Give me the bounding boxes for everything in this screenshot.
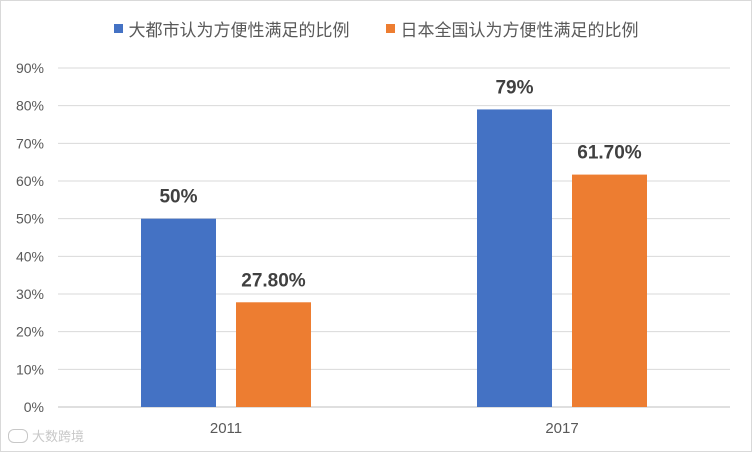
y-tick-label: 20% — [16, 324, 44, 340]
watermark: 大数跨境 — [8, 426, 84, 445]
data-label: 61.70% — [577, 143, 642, 164]
y-tick-label: 30% — [16, 286, 44, 302]
legend: 大都市认为方便性满足的比例 日本全国认为方便性满足的比例 — [0, 16, 752, 41]
watermark-logo-icon — [8, 428, 28, 443]
y-tick-label: 0% — [24, 399, 44, 415]
bar — [141, 218, 216, 407]
legend-item-series-1: 大都市认为方便性满足的比例 — [113, 16, 350, 41]
legend-swatch-series-1 — [113, 24, 123, 33]
legend-item-series-2: 日本全国认为方便性满足的比例 — [385, 16, 639, 41]
bar — [236, 302, 311, 407]
bar — [572, 174, 647, 407]
y-tick-label: 90% — [16, 60, 44, 76]
y-tick-label: 80% — [16, 98, 44, 114]
watermark-text: 大数跨境 — [32, 429, 85, 444]
data-label: 79% — [495, 77, 533, 98]
legend-swatch-series-2 — [385, 24, 395, 33]
bar — [477, 109, 552, 407]
y-tick-label: 50% — [16, 211, 44, 227]
legend-label-series-1: 大都市认为方便性满足的比例 — [128, 21, 350, 40]
y-tick-label: 40% — [16, 248, 44, 264]
data-label: 50% — [159, 187, 197, 208]
y-tick-label: 60% — [16, 173, 44, 189]
legend-label-series-2: 日本全国认为方便性满足的比例 — [400, 21, 639, 40]
data-label: 27.80% — [241, 270, 306, 291]
y-tick-label: 10% — [16, 361, 44, 377]
x-tick-label: 2017 — [545, 420, 578, 437]
x-tick-label: 2011 — [210, 420, 242, 437]
y-tick-label: 70% — [16, 135, 44, 151]
